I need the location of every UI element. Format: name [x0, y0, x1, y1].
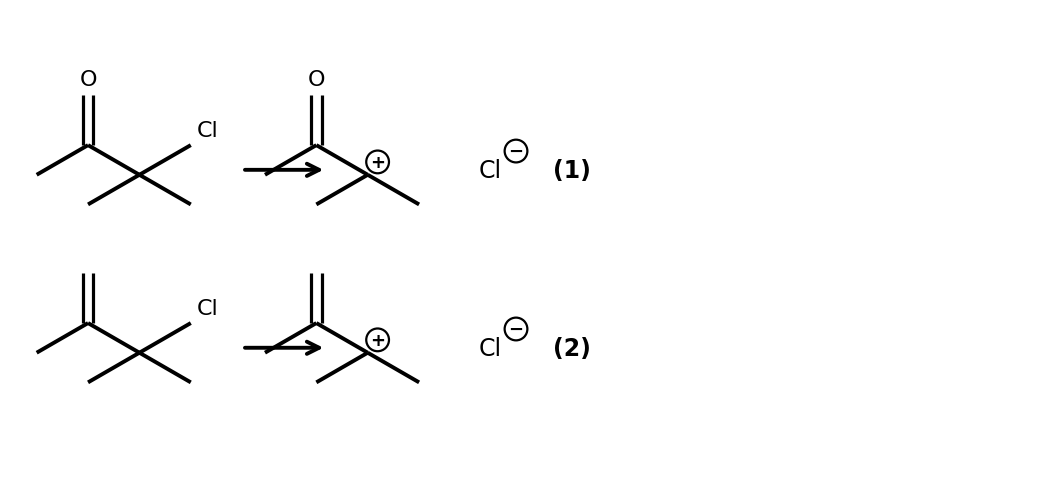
Text: Cl: Cl — [478, 158, 501, 182]
Text: O: O — [79, 70, 97, 90]
Text: Cl: Cl — [197, 121, 218, 141]
Text: Cl: Cl — [478, 336, 501, 360]
Text: +: + — [370, 153, 385, 171]
Text: O: O — [308, 70, 326, 90]
Text: Cl: Cl — [197, 299, 218, 318]
Text: (2): (2) — [552, 336, 591, 360]
Text: −: − — [509, 320, 523, 338]
Text: −: − — [509, 143, 523, 161]
Text: (1): (1) — [552, 158, 591, 182]
Text: +: + — [370, 331, 385, 349]
